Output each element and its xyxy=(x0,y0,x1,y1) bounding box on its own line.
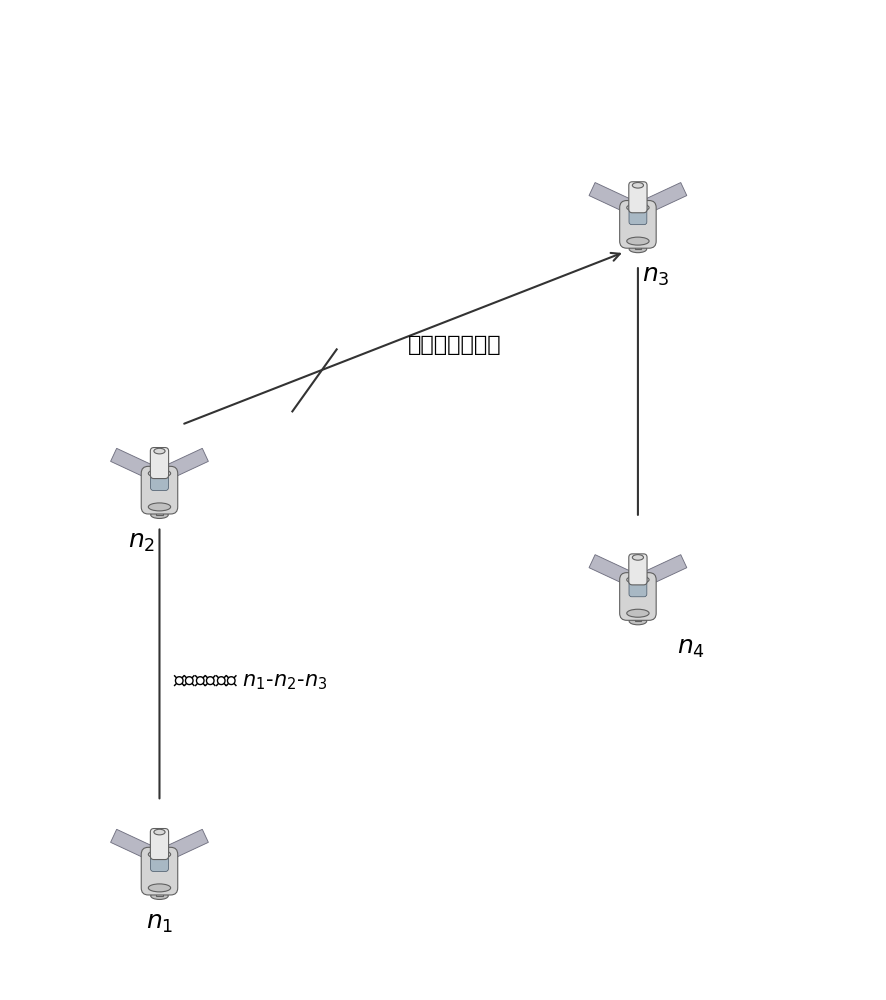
FancyBboxPatch shape xyxy=(619,201,657,248)
FancyBboxPatch shape xyxy=(629,182,647,213)
FancyBboxPatch shape xyxy=(629,554,647,585)
Text: $n_3$: $n_3$ xyxy=(641,265,670,288)
Ellipse shape xyxy=(626,576,649,584)
FancyBboxPatch shape xyxy=(151,849,168,871)
FancyBboxPatch shape xyxy=(151,448,168,479)
Ellipse shape xyxy=(629,618,647,625)
FancyBboxPatch shape xyxy=(156,507,163,515)
Polygon shape xyxy=(646,555,687,584)
FancyBboxPatch shape xyxy=(629,202,647,225)
Polygon shape xyxy=(167,448,208,478)
FancyBboxPatch shape xyxy=(151,468,168,490)
Ellipse shape xyxy=(154,448,165,454)
Ellipse shape xyxy=(148,469,171,477)
Polygon shape xyxy=(111,448,152,478)
Polygon shape xyxy=(589,555,630,584)
Text: $n_2$: $n_2$ xyxy=(128,531,155,554)
FancyBboxPatch shape xyxy=(141,466,178,514)
Ellipse shape xyxy=(148,884,171,892)
FancyBboxPatch shape xyxy=(634,241,641,249)
FancyBboxPatch shape xyxy=(151,829,168,860)
Text: $n_4$: $n_4$ xyxy=(677,637,705,660)
Polygon shape xyxy=(646,183,687,212)
Ellipse shape xyxy=(633,555,643,560)
FancyBboxPatch shape xyxy=(141,847,178,895)
Ellipse shape xyxy=(148,503,171,511)
Polygon shape xyxy=(167,829,208,859)
FancyBboxPatch shape xyxy=(619,573,657,620)
Ellipse shape xyxy=(626,609,649,617)
FancyBboxPatch shape xyxy=(629,574,647,597)
Text: 即将切换的链路: 即将切换的链路 xyxy=(408,335,501,355)
Text: 业务经过路径 $n_1$-$n_2$-$n_3$: 业务经过路径 $n_1$-$n_2$-$n_3$ xyxy=(173,672,327,692)
Ellipse shape xyxy=(633,183,643,188)
Polygon shape xyxy=(589,183,630,212)
Ellipse shape xyxy=(154,829,165,835)
Polygon shape xyxy=(111,829,152,859)
Text: $n_1$: $n_1$ xyxy=(146,912,173,935)
FancyBboxPatch shape xyxy=(634,613,641,621)
Ellipse shape xyxy=(151,511,168,518)
Ellipse shape xyxy=(151,892,168,899)
FancyBboxPatch shape xyxy=(156,888,163,896)
Ellipse shape xyxy=(148,850,171,858)
Ellipse shape xyxy=(626,204,649,212)
Ellipse shape xyxy=(626,237,649,245)
Ellipse shape xyxy=(629,245,647,253)
